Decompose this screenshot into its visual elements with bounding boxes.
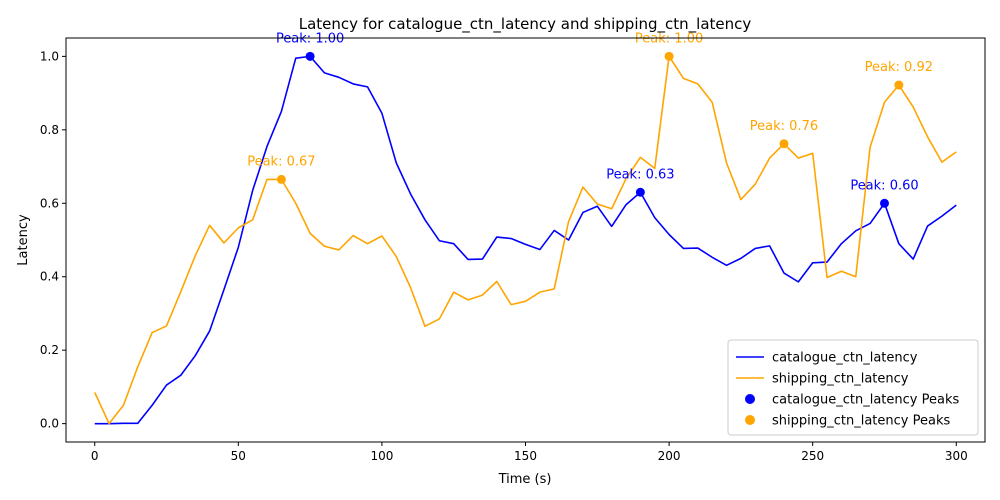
- x-tick-label-150: 150: [514, 449, 537, 463]
- peak-label-shipping_ctn_latency-200: Peak: 1.00: [635, 31, 703, 46]
- x-axis-label: Time (s): [498, 472, 552, 487]
- x-tick-label-300: 300: [945, 449, 968, 463]
- peak-marker-catalogue_ctn_latency-190: [635, 187, 645, 197]
- peak-marker-shipping_ctn_latency-240: [779, 139, 789, 149]
- chart-title: Latency for catalogue_ctn_latency and sh…: [299, 15, 752, 34]
- x-tick-label-50: 50: [231, 449, 246, 463]
- y-tick-label-1: 1.0: [40, 49, 59, 63]
- x-tick-label-100: 100: [370, 449, 393, 463]
- x-tick-label-200: 200: [658, 449, 681, 463]
- peak-marker-shipping_ctn_latency-200: [664, 51, 674, 61]
- y-tick-label-0.2: 0.2: [40, 343, 59, 357]
- x-tick-label-250: 250: [801, 449, 824, 463]
- peak-marker-catalogue_ctn_latency-275: [879, 198, 889, 208]
- y-tick-label-0: 0.0: [40, 417, 59, 431]
- peak-marker-shipping_ctn_latency-280: [894, 80, 904, 90]
- legend: catalogue_ctn_latency shipping_ctn_latenc…: [727, 339, 979, 436]
- series-line-shipping_ctn_latency: [93, 55, 957, 425]
- peak-label-shipping_ctn_latency-65: Peak: 0.67: [247, 154, 315, 169]
- peak-marker-shipping_ctn_latency-65: [276, 174, 286, 184]
- y-tick-label-0.8: 0.8: [40, 123, 59, 137]
- y-tick-label-0.6: 0.6: [40, 196, 59, 210]
- legend-label-0: catalogue_ctn_latency: [772, 351, 918, 366]
- legend-label-1: shipping_ctn_latency: [772, 372, 909, 387]
- legend-marker-3: [745, 415, 755, 425]
- legend-label-3: shipping_ctn_latency Peaks: [772, 414, 950, 429]
- peak-label-catalogue_ctn_latency-190: Peak: 0.63: [606, 167, 674, 182]
- peak-label-catalogue_ctn_latency-275: Peak: 0.60: [850, 178, 918, 193]
- peak-label-shipping_ctn_latency-240: Peak: 0.76: [750, 119, 818, 134]
- peak-marker-catalogue_ctn_latency-75: [305, 51, 315, 61]
- peak-label-catalogue_ctn_latency-75: Peak: 1.00: [276, 31, 344, 46]
- plot-area: Peak: 1.00 Peak: 0.63 Peak: 0.60 Peak: 0.67…: [40, 31, 986, 463]
- series-line-catalogue_ctn_latency: [94, 55, 957, 425]
- x-tick-label-0: 0: [91, 449, 99, 463]
- peak-label-shipping_ctn_latency-280: Peak: 0.92: [865, 60, 933, 75]
- legend-marker-2: [745, 394, 755, 404]
- y-axis-label: Latency: [16, 214, 31, 266]
- y-tick-label-0.4: 0.4: [40, 270, 59, 284]
- legend-box: [727, 339, 979, 436]
- legend-label-2: catalogue_ctn_latency Peaks: [772, 393, 959, 408]
